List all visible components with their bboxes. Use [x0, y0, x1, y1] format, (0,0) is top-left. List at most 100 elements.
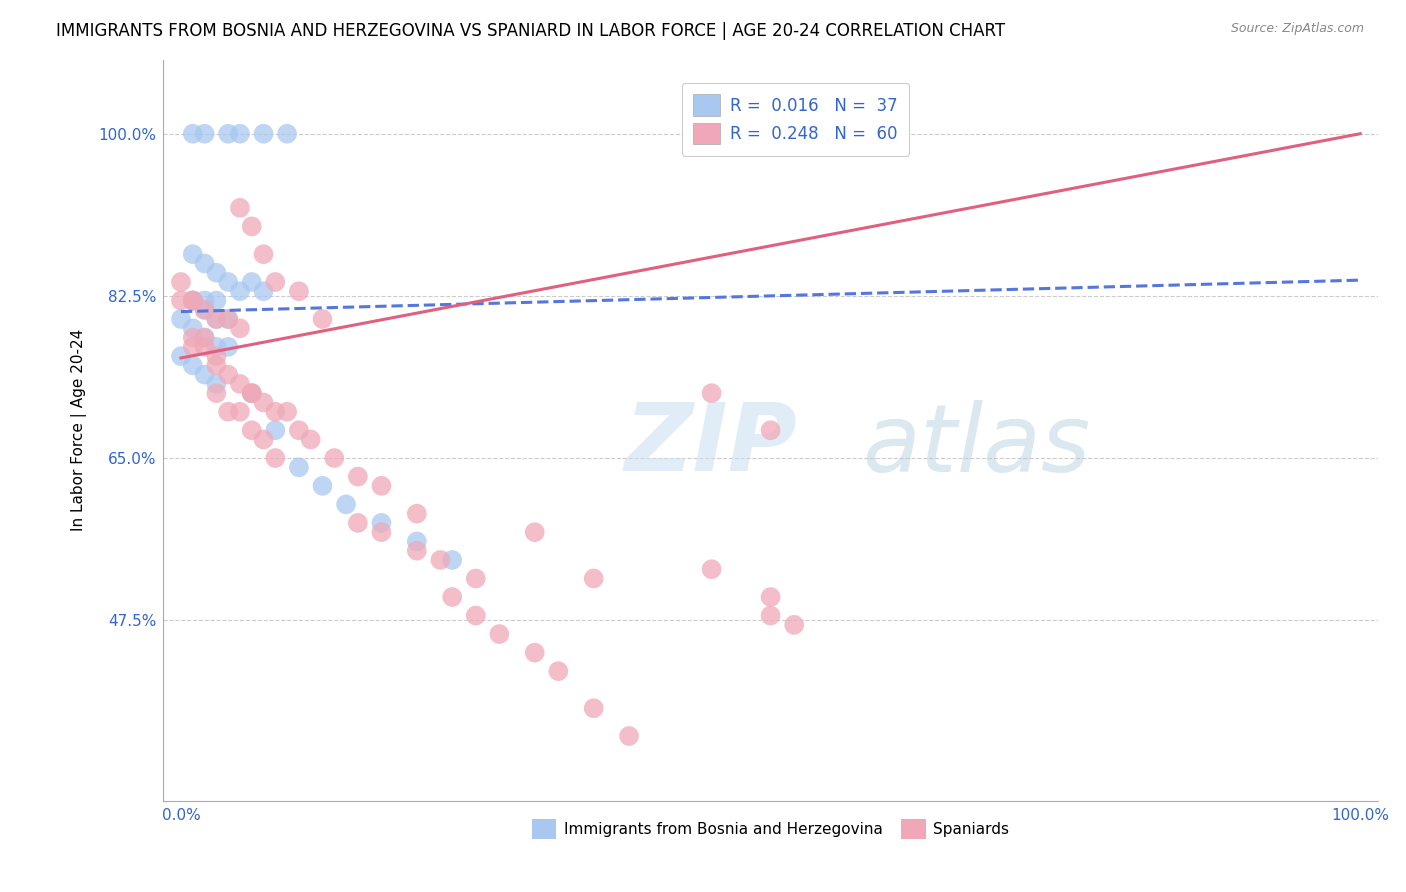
Point [240, 386, 263, 401]
Point [170, 312, 193, 326]
Point [488, 627, 510, 641]
Text: ZIP: ZIP [624, 399, 797, 491]
Point [276, 405, 298, 419]
Point [229, 285, 252, 299]
Point [464, 608, 486, 623]
Point [181, 127, 204, 141]
Point [181, 293, 204, 308]
Point [181, 293, 204, 308]
Point [759, 423, 782, 437]
Point [299, 433, 322, 447]
Point [181, 330, 204, 344]
Point [193, 302, 215, 317]
Point [783, 617, 806, 632]
Point [205, 340, 228, 354]
Point [170, 275, 193, 289]
Point [311, 479, 333, 493]
Point [288, 423, 311, 437]
Point [429, 553, 451, 567]
Point [759, 590, 782, 604]
Point [193, 302, 215, 317]
Point [288, 285, 311, 299]
Point [405, 543, 427, 558]
Text: atlas: atlas [862, 400, 1090, 491]
Point [441, 553, 464, 567]
Point [229, 405, 252, 419]
Point [217, 127, 239, 141]
Point [193, 340, 215, 354]
Point [523, 646, 546, 660]
Point [405, 507, 427, 521]
Point [311, 312, 333, 326]
Point [240, 386, 263, 401]
Point [217, 368, 239, 382]
Point [347, 469, 370, 483]
Point [217, 405, 239, 419]
Point [547, 664, 569, 678]
Point [240, 219, 263, 234]
Point [370, 525, 392, 540]
Point [205, 349, 228, 363]
Text: Source: ZipAtlas.com: Source: ZipAtlas.com [1230, 22, 1364, 36]
Point [229, 376, 252, 391]
Point [759, 608, 782, 623]
Point [240, 386, 263, 401]
Point [193, 330, 215, 344]
Point [229, 321, 252, 335]
Point [170, 349, 193, 363]
Y-axis label: In Labor Force | Age 20-24: In Labor Force | Age 20-24 [72, 329, 87, 532]
Point [217, 312, 239, 326]
Point [464, 572, 486, 586]
Point [252, 433, 274, 447]
Point [700, 386, 723, 401]
Legend: Immigrants from Bosnia and Herzegovina, Spaniards: Immigrants from Bosnia and Herzegovina, … [526, 814, 1015, 845]
Point [193, 293, 215, 308]
Text: IMMIGRANTS FROM BOSNIA AND HERZEGOVINA VS SPANIARD IN LABOR FORCE | AGE 20-24 CO: IMMIGRANTS FROM BOSNIA AND HERZEGOVINA V… [56, 22, 1005, 40]
Point [370, 479, 392, 493]
Point [264, 405, 287, 419]
Point [217, 312, 239, 326]
Point [193, 127, 215, 141]
Point [582, 701, 605, 715]
Point [181, 293, 204, 308]
Point [264, 423, 287, 437]
Point [229, 127, 252, 141]
Point [323, 450, 346, 465]
Point [252, 395, 274, 409]
Point [523, 525, 546, 540]
Point [193, 368, 215, 382]
Point [205, 312, 228, 326]
Point [405, 534, 427, 549]
Point [582, 572, 605, 586]
Point [347, 516, 370, 530]
Point [181, 340, 204, 354]
Point [205, 376, 228, 391]
Point [288, 460, 311, 475]
Point [181, 359, 204, 373]
Point [193, 256, 215, 270]
Point [264, 450, 287, 465]
Point [335, 497, 357, 511]
Point [217, 275, 239, 289]
Point [193, 330, 215, 344]
Point [276, 127, 298, 141]
Point [205, 312, 228, 326]
Point [370, 516, 392, 530]
Point [264, 275, 287, 289]
Point [252, 247, 274, 261]
Point [240, 423, 263, 437]
Point [240, 275, 263, 289]
Point [252, 285, 274, 299]
Point [170, 293, 193, 308]
Point [205, 359, 228, 373]
Point [181, 247, 204, 261]
Point [229, 201, 252, 215]
Point [617, 729, 640, 743]
Point [252, 127, 274, 141]
Point [205, 293, 228, 308]
Point [205, 386, 228, 401]
Point [181, 293, 204, 308]
Point [441, 590, 464, 604]
Point [205, 266, 228, 280]
Point [181, 321, 204, 335]
